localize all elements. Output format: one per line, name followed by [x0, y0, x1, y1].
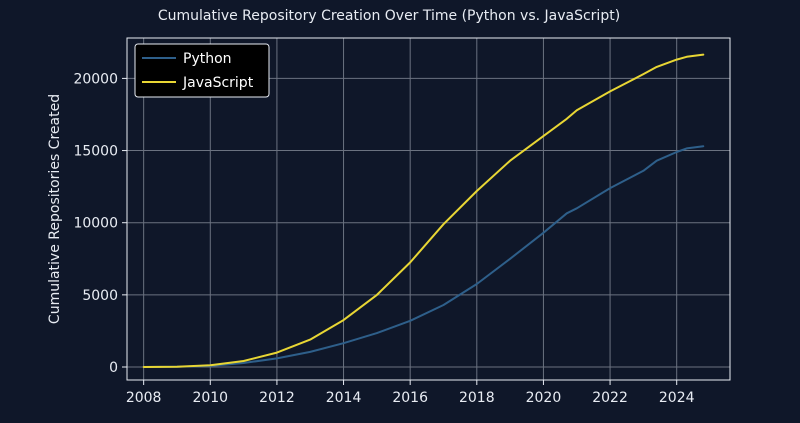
series-layer — [142, 53, 705, 368]
series-line-javascript — [142, 53, 705, 368]
series-line-python — [142, 145, 705, 368]
y-tick-label-1: 5000 — [82, 288, 118, 304]
y-tick-label-0: 0 — [109, 360, 118, 376]
x-tick-label-8: 2024 — [659, 390, 695, 406]
legend-label-javascript: JavaScript — [182, 75, 254, 91]
y-axis-ticks: 0 5000 10000 15000 20000 — [73, 71, 127, 376]
y-axis-label: Cumulative Repositories Created — [47, 94, 63, 324]
x-tick-label-3: 2014 — [326, 390, 362, 406]
x-axis-ticks: 2008 2010 2012 2014 2016 2018 2020 2022 2024 — [126, 380, 695, 406]
x-tick-label-2: 2012 — [259, 390, 295, 406]
x-tick-label-1: 2010 — [192, 390, 228, 406]
y-tick-label-3: 15000 — [73, 144, 118, 160]
x-tick-label-0: 2008 — [126, 390, 162, 406]
legend-label-python: Python — [183, 51, 232, 67]
x-tick-label-7: 2022 — [592, 390, 628, 406]
grid-layer — [127, 38, 730, 380]
legend: Python JavaScript — [134, 43, 270, 98]
x-tick-label-5: 2018 — [459, 390, 495, 406]
x-tick-label-6: 2020 — [526, 390, 562, 406]
y-tick-label-2: 10000 — [73, 216, 118, 232]
x-tick-label-4: 2016 — [392, 390, 428, 406]
y-tick-label-4: 20000 — [73, 71, 118, 87]
plot-frame — [126, 37, 731, 381]
chart-title: Cumulative Repository Creation Over Time… — [158, 8, 620, 24]
